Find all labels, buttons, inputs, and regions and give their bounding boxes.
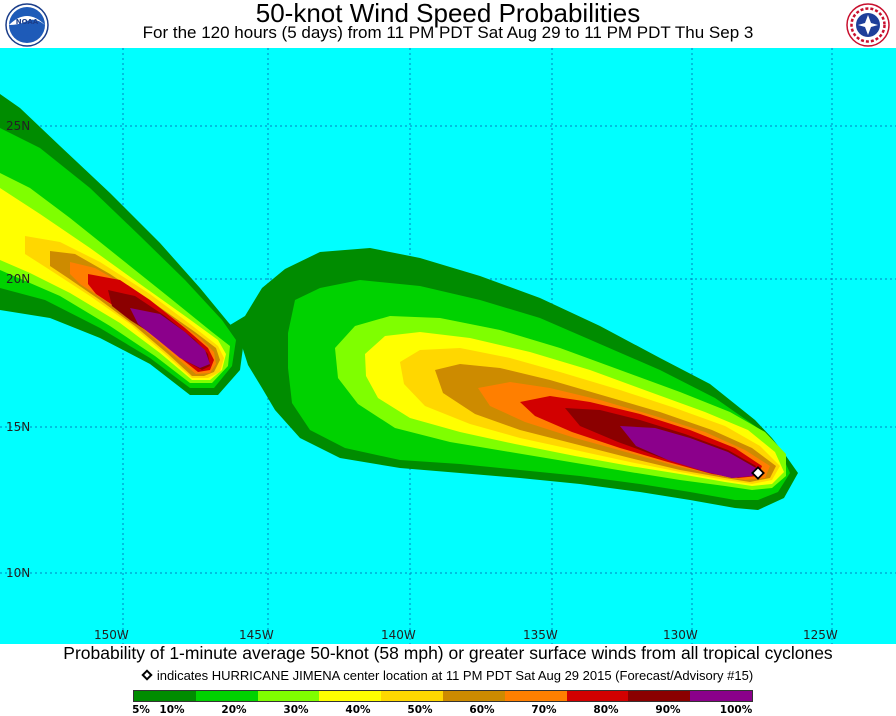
west-contour-90pct [130,308,210,368]
legend-swatch [257,691,320,701]
nws-logo [846,3,890,47]
legend-swatch [442,691,505,701]
lat-label-15n: 15N [6,420,31,434]
east-contour-90pct [620,426,756,478]
legend-swatch [195,691,258,701]
legend-label: 50% [407,704,433,716]
lat-label-25n: 25N [6,119,31,133]
page-title: 50-knot Wind Speed Probabilities [255,0,641,28]
legend-label: 5% [132,704,150,716]
legend-swatch [381,691,443,701]
noaa-logo: NOAA [5,3,49,47]
svg-text:NOAA: NOAA [16,18,39,26]
lon-label-135w: 135W [523,628,558,642]
lon-label-125w: 125W [803,628,838,642]
east-swath [230,248,798,510]
lon-label-140w: 140W [381,628,416,642]
page-subtitle: For the 120 hours (5 days) from 11 PM PD… [142,23,754,42]
probability-legend [133,690,753,702]
diamond-marker-icon [141,669,153,681]
legend-labels: 5% 10% 20% 30% 40% 50% 60% 70% 80% 90% 1… [0,704,896,716]
legend-label: 40% [345,704,371,716]
legend-swatch [566,691,629,701]
legend-swatch [504,691,567,701]
legend-label: 100% [719,704,753,716]
lon-label-130w: 130W [663,628,698,642]
storm-location-note: indicates HURRICANE JIMENA center locati… [0,668,896,684]
legend-swatch [690,691,752,701]
legend-label: 70% [531,704,557,716]
probability-contours [0,48,896,644]
west-swath [0,94,244,395]
legend-label: 30% [283,704,309,716]
legend-label: 80% [593,704,619,716]
map-header: NOAA 50-knot Wind Speed Probabilities Fo… [0,0,896,48]
lon-label-145w: 145W [239,628,274,642]
legend-swatch [628,691,691,701]
lat-label-20n: 20N [6,272,31,286]
probability-map: 25N 20N 15N 10N 150W 145W 140W 135W 130W… [0,48,896,644]
legend-swatch [319,691,382,701]
probability-caption: Probability of 1-minute average 50-knot … [63,643,833,663]
lon-label-150w: 150W [94,628,129,642]
lat-label-10n: 10N [6,566,31,580]
legend-swatch [134,691,196,701]
legend-label: 90% [655,704,681,716]
storm-location-note-text: indicates HURRICANE JIMENA center locati… [156,668,754,683]
legend-label: 10% [159,704,185,716]
map-footer: Probability of 1-minute average 50-knot … [0,643,896,716]
legend-label: 60% [469,704,495,716]
legend-label: 20% [221,704,247,716]
storm-center-marker [751,466,765,480]
